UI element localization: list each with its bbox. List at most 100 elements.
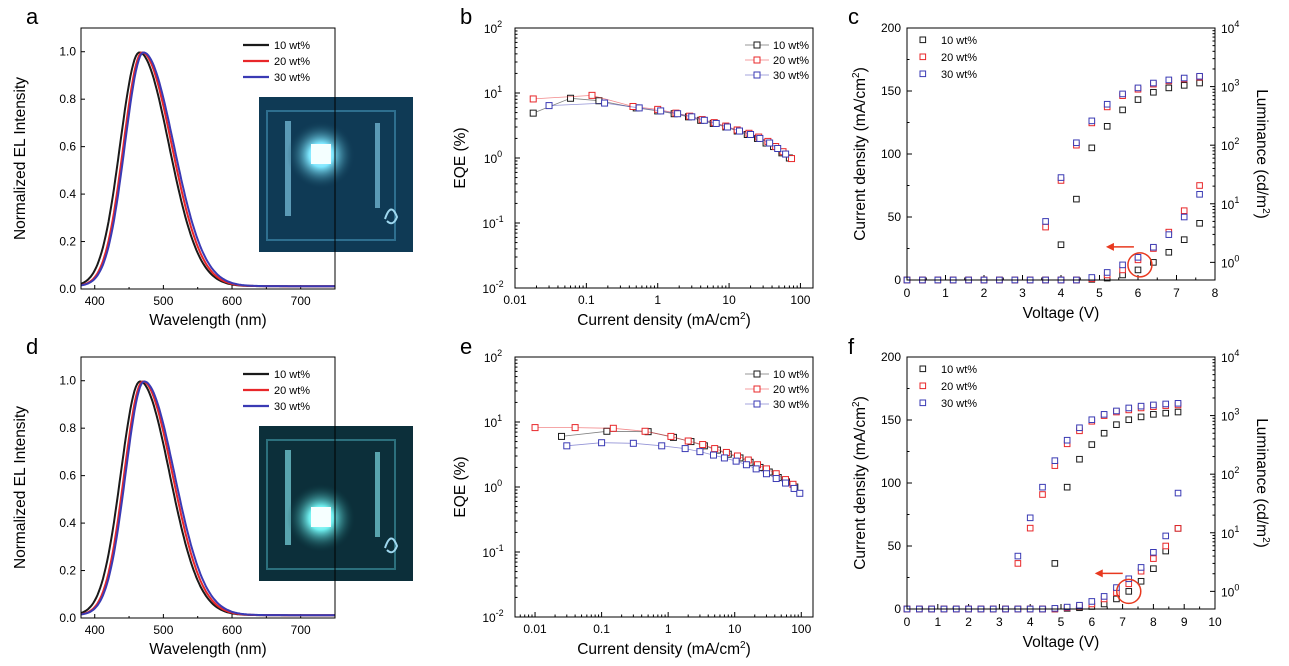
y2-tick-base: 10 <box>1221 585 1235 599</box>
eqe-line-3 <box>566 442 801 494</box>
eqe-line-1 <box>533 97 790 159</box>
y2-tick-exp: 2 <box>1234 465 1239 475</box>
y-tick-label: 150 <box>881 84 901 98</box>
x-tick-label: 8 <box>1150 615 1157 629</box>
x-tick-label: 0 <box>904 286 911 300</box>
eqe-point-3 <box>601 99 609 107</box>
x-axis-label-sup: 2 <box>740 311 746 322</box>
eqe-point-2 <box>788 155 796 163</box>
eqe-point-3 <box>563 442 571 450</box>
y-tick-base: 10 <box>484 351 498 365</box>
eqe-point-3 <box>782 479 790 487</box>
current-point-3 <box>1063 603 1071 611</box>
y2-tick-base: 10 <box>1221 527 1235 541</box>
x-tick-label: 0.1 <box>593 622 610 636</box>
eqe-point-3 <box>635 104 643 112</box>
eqe-point-1 <box>603 427 611 435</box>
eqe-point-3 <box>790 484 798 492</box>
current-point-2 <box>1196 182 1203 189</box>
eqe-point-2 <box>711 445 719 453</box>
y2-tick-base: 10 <box>1221 81 1235 95</box>
eqe-point-3 <box>723 123 731 131</box>
y-tick-exp: -2 <box>496 608 504 618</box>
legend-entry-1: 10 wt% <box>941 35 977 47</box>
x-tick-label: 400 <box>85 623 105 637</box>
x-axis-label-main: Current density (mA/cm <box>577 641 740 658</box>
legend-entry-1: 10 wt% <box>274 40 310 52</box>
inset-clip-right <box>375 452 380 537</box>
x-tick-label: 6 <box>1088 615 1095 629</box>
current-point-3 <box>1150 549 1157 556</box>
y-tick-base: 10 <box>482 611 496 625</box>
x-tick-label: 400 <box>85 294 105 308</box>
current-point-3 <box>1180 213 1188 221</box>
luminance-point-1 <box>1125 416 1133 424</box>
y-tick-label: 50 <box>888 210 902 224</box>
luminance-point-1 <box>1113 421 1120 428</box>
legend-marker-2 <box>919 382 927 390</box>
x-axis-label: Current density (mA/cm2) <box>577 311 751 329</box>
y2-axis-label: Luminance (cd/m2) <box>1253 418 1271 548</box>
y-axis-label-main: Current density (mA/cm <box>852 78 869 241</box>
y2-tick-label: 102 <box>1221 136 1239 153</box>
current-point-3 <box>1137 564 1145 571</box>
eqe-point-3 <box>545 102 553 110</box>
eqe-point-3 <box>772 475 780 483</box>
y2-axis-label-end: ) <box>1253 214 1270 219</box>
y-tick-label: 101 <box>484 84 502 101</box>
y-tick-label: 0.4 <box>59 516 76 530</box>
eqe-point-3 <box>681 445 689 453</box>
luminance-point-1 <box>1100 429 1108 437</box>
x-tick-label: 3 <box>1019 286 1026 300</box>
x-tick-label: 4 <box>1027 615 1034 629</box>
eqe-point-3 <box>598 439 606 447</box>
inset-wire <box>384 208 399 225</box>
y-tick-label: 100 <box>881 476 901 490</box>
x-tick-label: 8 <box>1212 286 1219 300</box>
y-axis-label-sup: 2 <box>851 401 862 407</box>
y-tick-label: 10-2 <box>482 608 503 625</box>
legend-marker-3 <box>919 399 927 407</box>
y2-tick-label: 103 <box>1221 78 1239 95</box>
x-axis-label: Voltage (V) <box>1023 305 1100 322</box>
y-axis-label-end: ) <box>852 396 869 401</box>
current-point-1 <box>1150 565 1157 572</box>
legend-marker-1 <box>919 36 927 44</box>
y-tick-label: 0.6 <box>59 140 76 154</box>
legend-marker-3 <box>753 400 761 408</box>
luminance-point-3 <box>1014 552 1022 560</box>
legend-entry-2: 20 wt% <box>274 56 310 68</box>
y-tick-label: 1.0 <box>59 374 76 388</box>
legend-entry-1: 10 wt% <box>773 40 809 52</box>
luminance-point-1 <box>1134 96 1142 103</box>
current-point-3 <box>1119 261 1126 269</box>
y2-tick-exp: 0 <box>1234 253 1239 263</box>
x-tick-label: 2 <box>981 286 988 300</box>
y-tick-label: 10-1 <box>482 214 503 231</box>
current-point-3 <box>1088 274 1096 281</box>
eqe-point-3 <box>796 489 804 497</box>
y2-tick-label: 101 <box>1221 195 1239 212</box>
y-tick-label: 0.6 <box>59 469 76 483</box>
annotation-arrow-head <box>1094 569 1103 578</box>
panel-a: a 400 500 600 700 0.0 0.2 0.4 0.6 0.8 1.0 Wavelengt… <box>12 4 413 329</box>
eqe-point-2 <box>529 95 537 103</box>
y-tick-label: 0.2 <box>59 235 76 249</box>
current-point-2 <box>1180 207 1188 214</box>
luminance-point-1 <box>1180 82 1188 89</box>
y-tick-label: 10-2 <box>482 279 503 296</box>
y2-tick-base: 10 <box>1221 22 1235 36</box>
current-point-1 <box>1165 248 1173 256</box>
y-axis-label: Current density (mA/cm2) <box>851 67 869 241</box>
luminance-point-3 <box>1113 407 1120 415</box>
luminance-point-3 <box>1103 100 1111 108</box>
current-point-1 <box>1134 266 1142 274</box>
luminance-point-3 <box>1100 411 1108 418</box>
y2-tick-exp: 3 <box>1234 407 1239 417</box>
eqe-point-1 <box>529 109 537 117</box>
y2-tick-exp: 0 <box>1234 582 1239 592</box>
luminance-point-1 <box>1119 106 1126 114</box>
x-tick-label: 7 <box>1119 615 1126 629</box>
luminance-point-3 <box>1026 514 1034 522</box>
